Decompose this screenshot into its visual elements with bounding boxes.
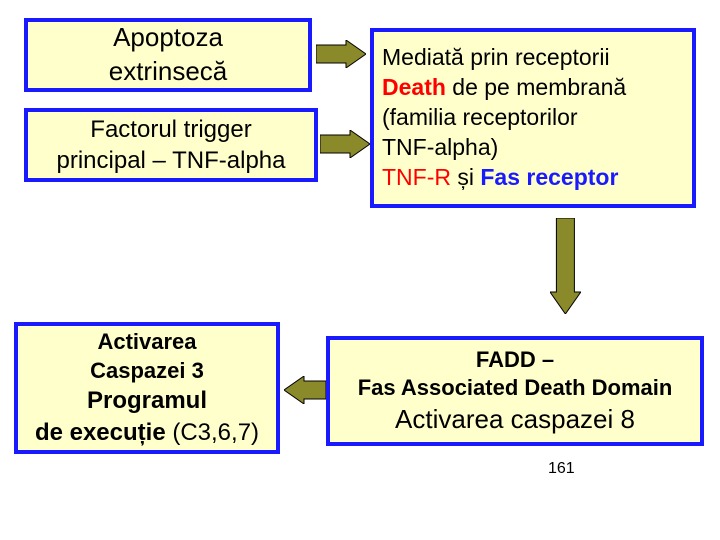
text-segment: (C3,6,7) <box>172 419 259 446</box>
box-apoptoza: Apoptoza extrinsecă <box>24 18 312 92</box>
text-segment: FADD – <box>476 347 554 372</box>
box-trigger-line: principal – TNF-alpha <box>36 145 306 176</box>
text-segment: (familia receptorilor <box>382 104 578 130</box>
text-segment: extrinsecă <box>109 56 228 86</box>
box-caspaza3-line: Activarea <box>26 328 268 357</box>
text-segment: de pe membrană <box>446 74 626 100</box>
text-segment: Mediată prin receptorii <box>382 44 610 70</box>
text-segment: principal – TNF-alpha <box>57 147 286 174</box>
arrow-a3 <box>550 218 581 314</box>
box-fadd-line: Fas Associated Death Domain <box>338 374 692 403</box>
arrow-a4 <box>284 376 326 404</box>
box-trigger-line: Factorul trigger <box>36 114 306 145</box>
text-segment: Fas receptor <box>480 164 618 190</box>
text-segment: Activarea caspazei 8 <box>395 404 635 434</box>
box-mediata-line: Death de pe membrană <box>382 73 684 103</box>
text-segment: și <box>451 164 480 190</box>
box-mediata-line: Mediată prin receptorii <box>382 43 684 73</box>
box-mediata: Mediată prin receptorii Death de pe membr… <box>370 28 696 208</box>
box-caspaza3-line: Caspazei 3 <box>26 357 268 386</box>
text-segment: TNF-R <box>382 164 451 190</box>
text-segment: de execuție <box>35 419 172 446</box>
box-fadd-line: Activarea caspazei 8 <box>338 403 692 437</box>
box-caspaza3: Activarea Caspazei 3 Programul de execuție … <box>14 322 280 454</box>
box-caspaza3-line: de execuție (C3,6,7) <box>26 417 268 448</box>
text-segment: Death <box>382 74 446 100</box>
box-apoptoza-line: extrinsecă <box>36 55 300 89</box>
box-fadd-line: FADD – <box>338 346 692 375</box>
arrow-a2 <box>320 130 370 158</box>
text-segment: Apoptoza <box>113 22 223 52</box>
box-mediata-line: (familia receptorilor <box>382 103 684 133</box>
text-segment: Caspazei 3 <box>90 358 204 383</box>
text-segment: TNF-alpha) <box>382 134 498 160</box>
text-segment: Factorul trigger <box>90 116 251 143</box>
box-apoptoza-line: Apoptoza <box>36 21 300 55</box>
text-segment: Activarea <box>97 329 196 354</box>
box-mediata-line: TNF-alpha) <box>382 133 684 163</box>
box-caspaza3-line: Programul <box>26 385 268 416</box>
box-trigger: Factorul trigger principal – TNF-alpha <box>24 108 318 182</box>
page-number: 161 <box>548 460 575 478</box>
box-fadd: FADD – Fas Associated Death Domain Activar… <box>326 336 704 446</box>
box-mediata-line: TNF-R și Fas receptor <box>382 163 684 193</box>
text-segment: Programul <box>87 387 207 414</box>
arrow-a1 <box>316 40 366 68</box>
text-segment: Fas Associated Death Domain <box>358 375 673 400</box>
